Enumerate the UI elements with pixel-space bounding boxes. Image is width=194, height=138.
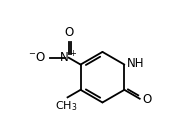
Text: NH: NH [127,57,144,70]
Text: CH$_3$: CH$_3$ [55,99,77,113]
Text: O: O [142,93,152,106]
Text: N$^+$: N$^+$ [60,50,78,65]
Text: O: O [64,26,73,39]
Text: $^{-}$O: $^{-}$O [28,51,46,64]
